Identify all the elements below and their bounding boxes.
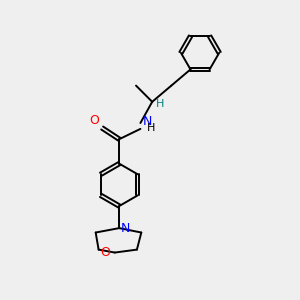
Text: O: O (100, 246, 110, 259)
Text: H: H (147, 123, 155, 133)
Text: N: N (121, 222, 130, 235)
Text: O: O (89, 113, 99, 127)
Text: N: N (142, 115, 152, 128)
Text: H: H (156, 99, 164, 109)
